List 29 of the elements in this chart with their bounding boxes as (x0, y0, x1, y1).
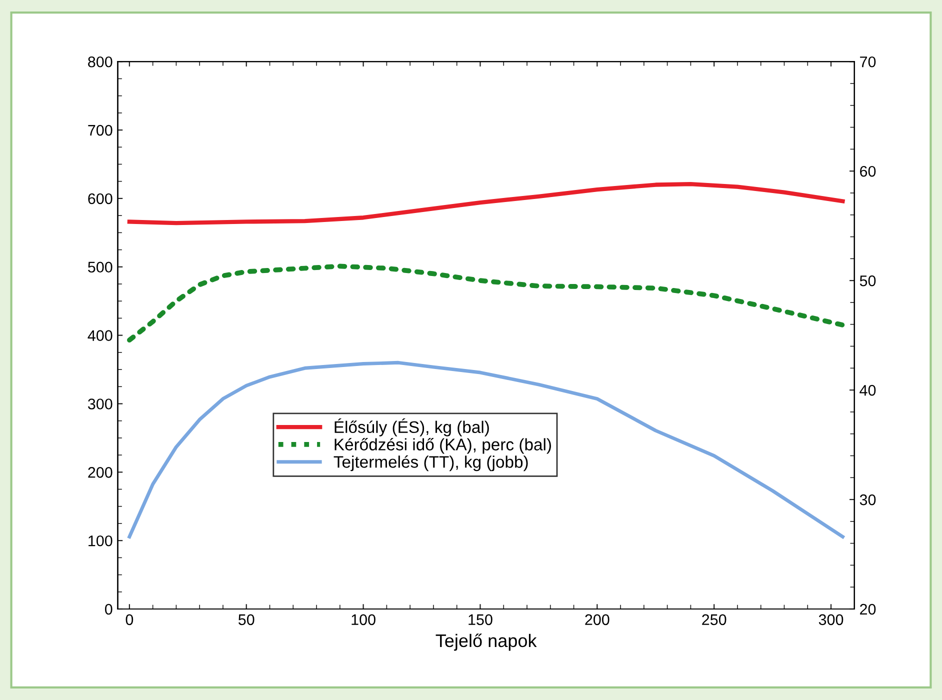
legend-label: Tejtermelés (TT), kg (jobb) (334, 455, 528, 472)
line-series (127, 264, 846, 343)
y-tick-label: 100 (88, 535, 112, 546)
legend-label: Kérődzési idő (KA), perc (bal) (334, 438, 551, 454)
x-tick-label: 250 (702, 614, 726, 626)
y-tick-label: 400 (88, 330, 112, 341)
x-tick-label: 300 (818, 614, 844, 626)
y2-tick-label: 70 (860, 56, 876, 68)
x-tick-label: 0 (126, 614, 134, 626)
x-axis-title: Tejelő napok (436, 634, 537, 651)
y-tick-label: 800 (88, 56, 112, 68)
y-tick-label: 0 (104, 604, 112, 615)
x-tick-label: 50 (238, 614, 254, 626)
y2-tick-label: 30 (860, 494, 876, 506)
y2-tick-label: 50 (860, 275, 876, 286)
x-tick-label: 200 (585, 614, 610, 626)
y2-tick-label: 40 (860, 384, 876, 396)
x-tick-label: 150 (468, 614, 492, 626)
y-tick-label: 700 (88, 124, 112, 136)
y-tick-label: 600 (88, 193, 112, 204)
y-tick-label: 500 (88, 262, 112, 273)
y2-tick-label: 20 (860, 604, 876, 615)
y-tick-label: 300 (88, 398, 112, 410)
line-series (128, 360, 844, 538)
x-tick-label: 100 (352, 614, 376, 626)
y-tick-label: 200 (88, 467, 112, 478)
y2-tick-label: 60 (860, 166, 876, 177)
legend-label: Élősúly (ÉS), kg (bal) (334, 418, 489, 436)
line-series (127, 182, 845, 226)
